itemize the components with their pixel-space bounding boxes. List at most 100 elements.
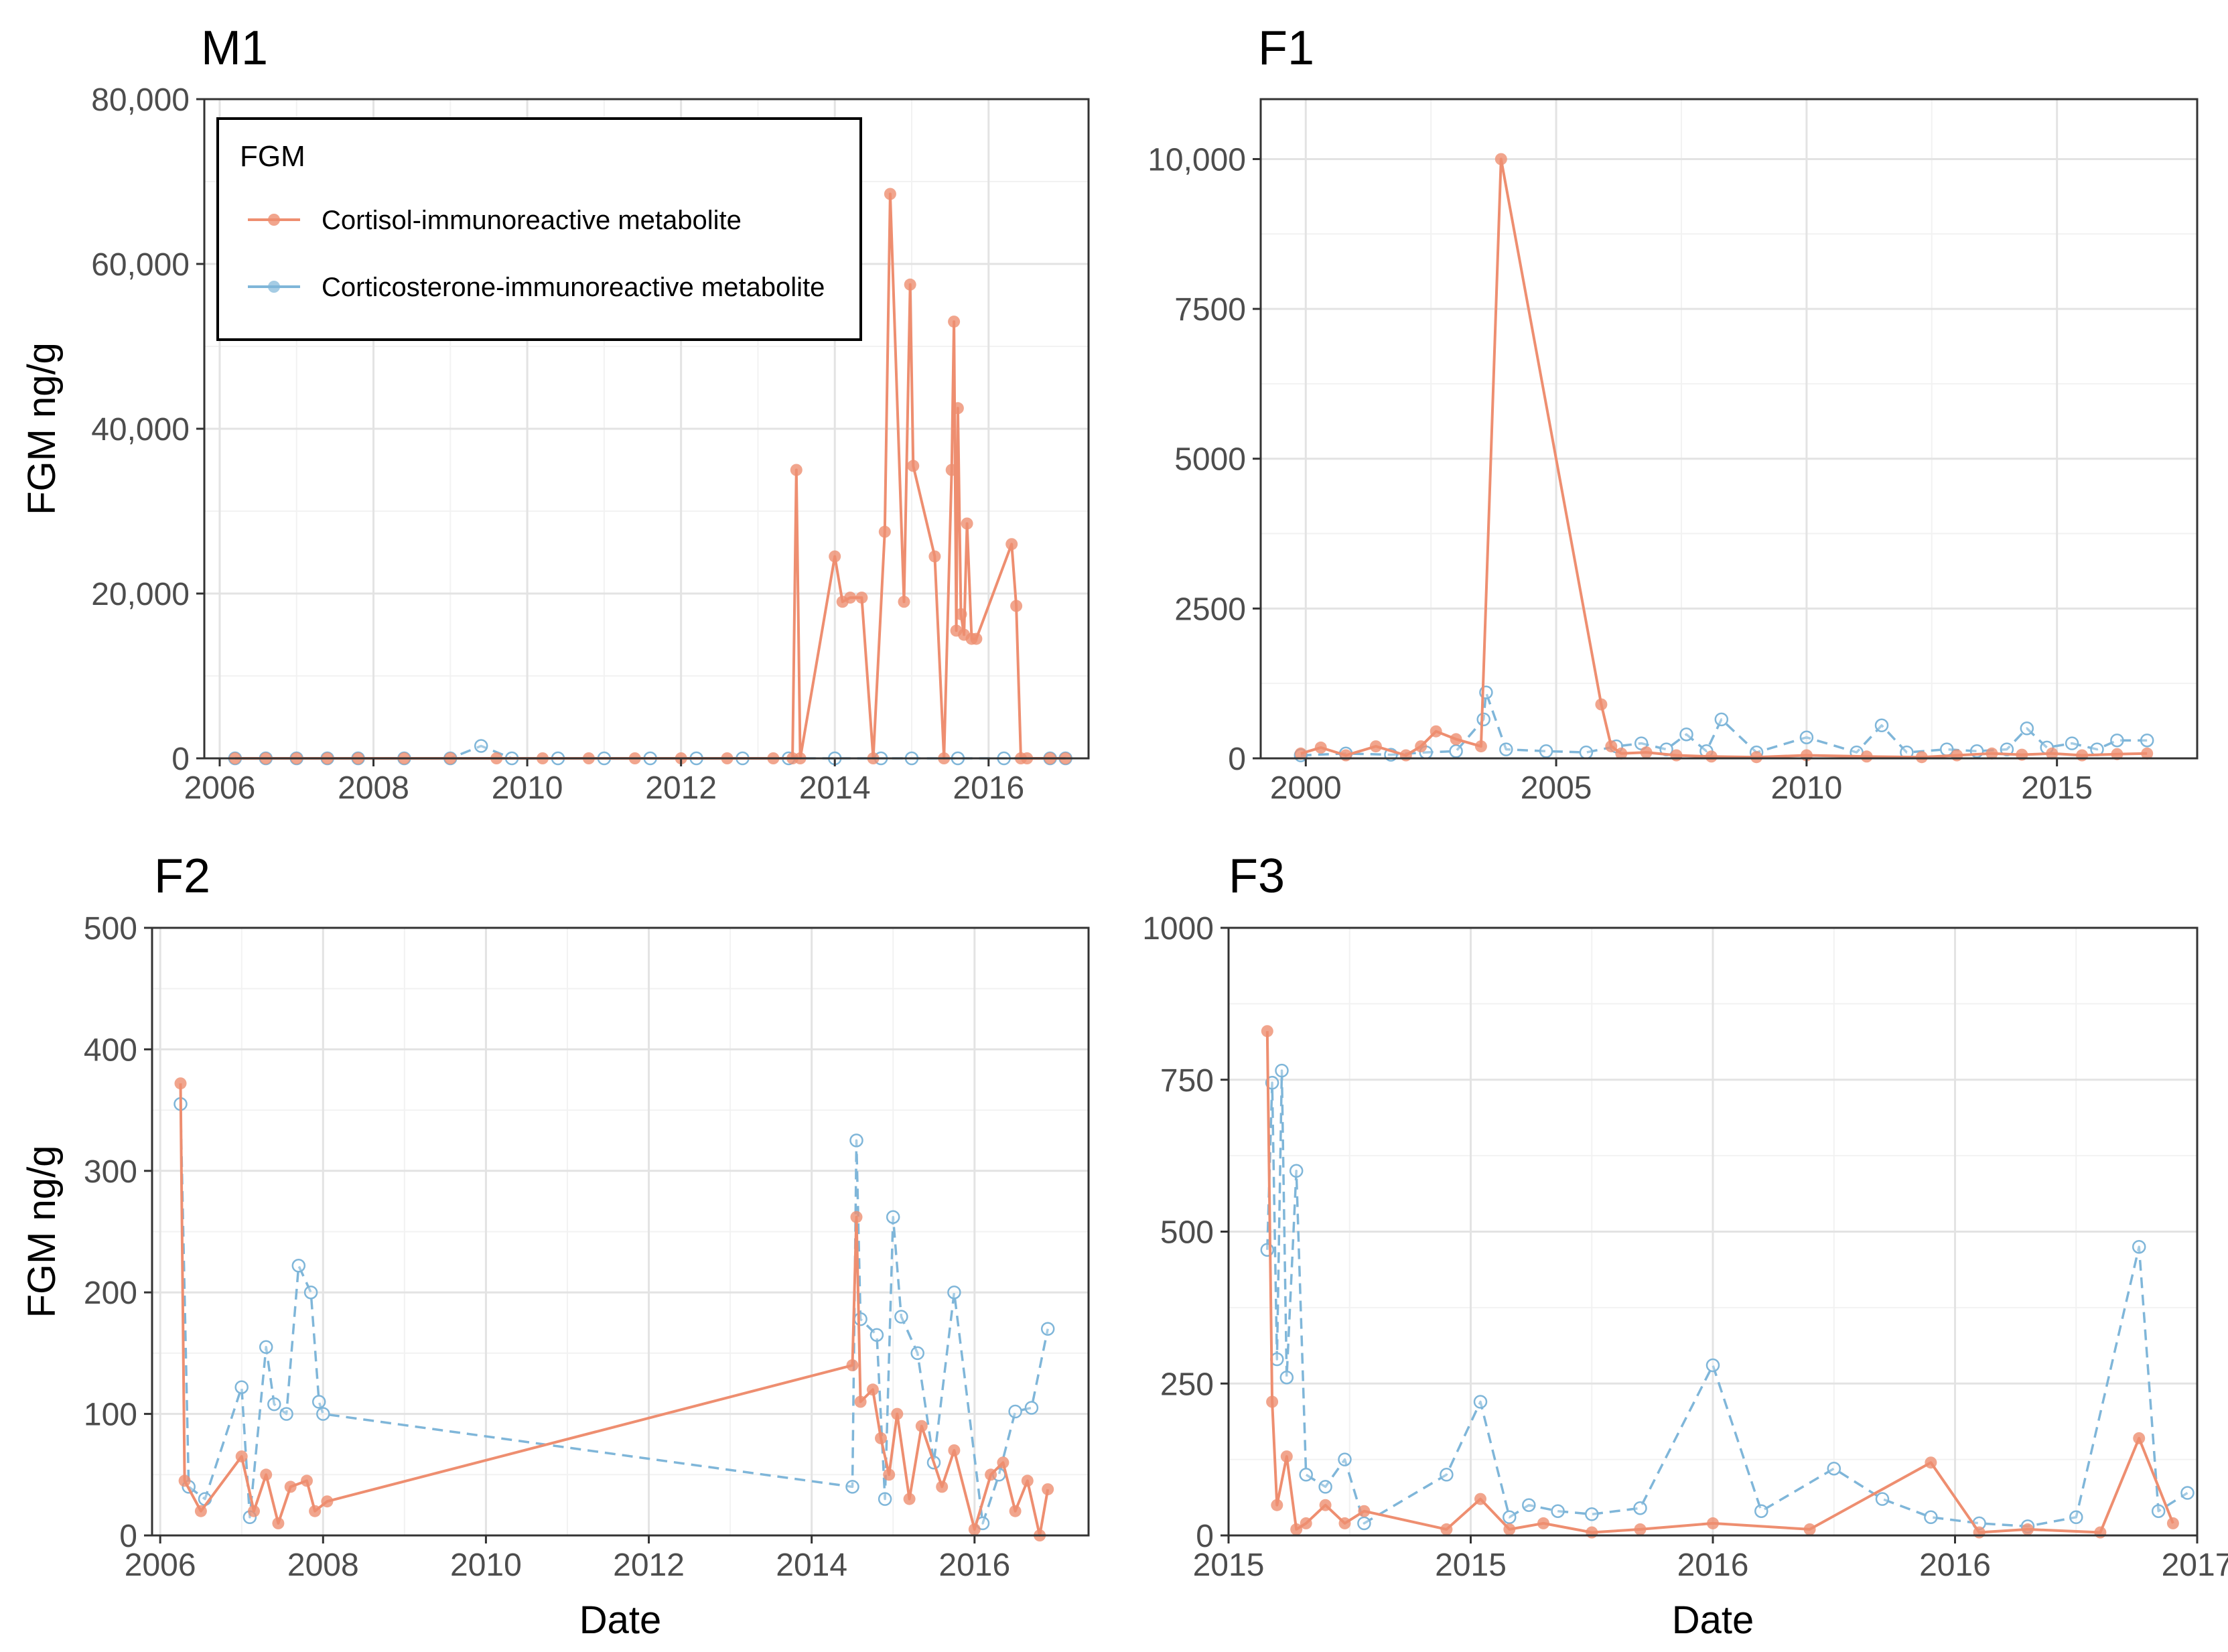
data-point: [284, 1481, 297, 1493]
data-point: [2111, 748, 2123, 760]
y-tick-label: 250: [1160, 1367, 1214, 1402]
data-point: [1634, 1523, 1647, 1535]
data-point: [1874, 718, 1889, 733]
data-point: [474, 739, 488, 753]
data-point: [1499, 742, 1513, 756]
legend-key-point: [268, 281, 280, 293]
data-point: [884, 188, 896, 200]
data-point: [309, 1505, 322, 1517]
data-point: [1860, 750, 1873, 763]
data-point: [2094, 1526, 2107, 1539]
y-axis: 0 100 200 300 400 500: [84, 911, 152, 1554]
x-axis: 2006 2008 2010 2012 2014 2016: [184, 758, 1024, 806]
series-corticosterone: [1260, 1063, 2195, 1533]
panel-border: [1259, 98, 2199, 760]
panel-title: F3: [1229, 849, 1285, 903]
data-point: [235, 1450, 248, 1463]
data-point: [1537, 1517, 1549, 1529]
data-point: [1042, 1483, 1054, 1496]
data-point: [1021, 1474, 1034, 1487]
data-point: [891, 1407, 904, 1420]
data-point: [1040, 1322, 1055, 1336]
data-point: [2076, 749, 2089, 762]
series-corticosterone: [173, 1097, 1055, 1531]
x-tick-label: 2016: [938, 1547, 1010, 1583]
data-point: [316, 1407, 330, 1421]
data-point: [1679, 727, 1693, 742]
data-point: [303, 1285, 318, 1300]
legend: FGM Cortisol-immunoreactive metabolite C…: [216, 117, 862, 341]
data-point: [1473, 1395, 1488, 1409]
data-point: [1338, 1517, 1351, 1529]
data-point: [272, 1517, 285, 1529]
y-tick-label: 500: [84, 911, 137, 947]
x-tick-label: 2010: [450, 1547, 522, 1583]
y-tick-label: 100: [84, 1397, 137, 1433]
data-point: [1294, 747, 1307, 760]
data-point: [2151, 1504, 2166, 1518]
data-point: [2166, 1517, 2179, 1529]
data-point: [1605, 740, 1618, 753]
data-point: [311, 1395, 326, 1409]
data-point: [850, 1211, 863, 1223]
data-point: [1585, 1507, 1599, 1521]
data-point: [1008, 1404, 1022, 1419]
data-point: [1579, 745, 1594, 760]
data-point: [886, 1210, 900, 1224]
x-tick-label: 2015: [2021, 770, 2093, 806]
data-point: [1503, 1510, 1517, 1525]
data-point: [928, 550, 941, 563]
data-point: [855, 592, 868, 604]
x-tick-label: 2014: [799, 770, 871, 806]
data-point: [945, 464, 958, 476]
data-point: [321, 1495, 334, 1508]
data-point: [904, 278, 916, 291]
x-tick-label: 2012: [645, 770, 717, 806]
data-point: [1551, 1504, 1565, 1518]
y-tick-label: 1000: [1142, 911, 1214, 947]
y-tick-label: 400: [84, 1032, 137, 1068]
data-point: [291, 1259, 306, 1273]
data-point: [1707, 1517, 1719, 1529]
data-point: [1474, 1493, 1486, 1505]
x-axis: 2000 2005 2010 2015: [1270, 758, 2093, 806]
data-point: [1010, 600, 1023, 612]
data-point: [1449, 744, 1463, 758]
x-tick-label: 2006: [184, 770, 256, 806]
data-point: [174, 1077, 187, 1090]
x-axis-label: Date: [579, 1598, 662, 1642]
data-point: [907, 460, 920, 472]
series-line: [1300, 691, 2148, 757]
data-point: [248, 1505, 260, 1517]
data-point: [1973, 1526, 1986, 1539]
y-tick-label: 20,000: [91, 577, 190, 612]
data-point: [2020, 721, 2034, 736]
y-axis-label: FGM ng/g: [20, 342, 64, 515]
data-point: [1340, 749, 1352, 762]
y-tick-label: 0: [171, 742, 190, 777]
panel-title: F2: [154, 849, 210, 903]
series-line: [179, 1103, 1049, 1525]
data-point: [1714, 712, 1729, 727]
data-point: [1939, 742, 1954, 756]
y-tick-label: 80,000: [91, 82, 190, 118]
data-point: [1670, 749, 1683, 762]
data-point: [1318, 1480, 1332, 1494]
legend-item-corticosterone: Corticosterone-immunoreactive metabolite: [248, 273, 825, 302]
data-point: [1314, 741, 1327, 754]
x-tick-label: 2016: [1677, 1547, 1749, 1583]
data-point: [2022, 1523, 2034, 1535]
data-point: [936, 1481, 949, 1493]
data-point: [1009, 1505, 1022, 1517]
x-axis-label: Date: [1672, 1598, 1754, 1642]
data-point: [1705, 750, 1718, 763]
x-tick-label: 2008: [338, 770, 409, 806]
data-point: [1299, 1468, 1313, 1482]
x-tick-label: 2015: [1435, 1547, 1507, 1583]
y-axis: 0 250 500 750 1000: [1142, 911, 1229, 1554]
data-point: [910, 1346, 924, 1361]
y-tick-label: 40,000: [91, 412, 190, 448]
data-point: [1915, 751, 1928, 764]
x-tick-label: 2010: [1770, 770, 1842, 806]
